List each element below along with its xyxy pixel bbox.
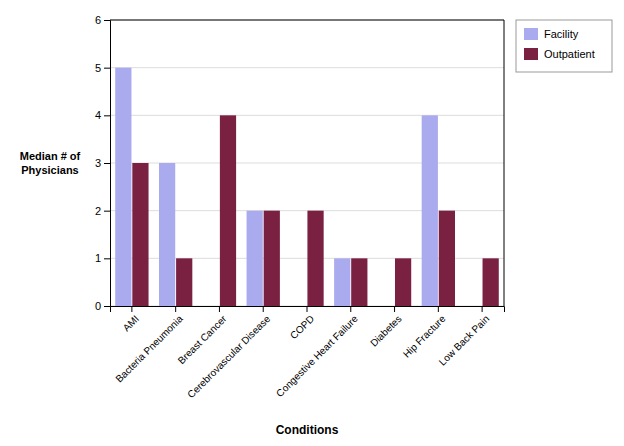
legend-item: Facility <box>524 28 579 40</box>
x-tick-label: AMI <box>121 313 141 333</box>
bar <box>439 211 455 306</box>
frame <box>504 20 505 306</box>
grid-line <box>110 67 504 68</box>
x-tick-label: Diabetes <box>368 313 404 349</box>
bar-series <box>115 68 438 306</box>
x-tick: Hip Fracture <box>401 306 448 360</box>
y-tick-mark <box>104 115 110 116</box>
bar <box>176 258 192 306</box>
y-tick: 0 <box>95 300 110 312</box>
grid-line <box>110 115 504 116</box>
legend-label: Facility <box>544 28 579 40</box>
legend-swatch <box>524 48 538 60</box>
grid-line <box>110 20 504 21</box>
y-tick-mark <box>104 20 110 21</box>
y-axis-line <box>104 21 111 307</box>
x-tick-label: Congestive Heart Failure <box>274 313 360 399</box>
grid <box>110 20 504 306</box>
bar-series <box>132 115 498 306</box>
y-tick: 6 <box>95 14 110 26</box>
y-tick-label: 6 <box>95 14 101 26</box>
bar <box>247 211 263 306</box>
x-axis: AMIBacteria PneumoniaBreast CancerCerebr… <box>111 306 505 400</box>
bar <box>203 306 219 307</box>
y-tick-label: 4 <box>95 109 101 121</box>
y-tick: 1 <box>95 252 110 264</box>
bar <box>264 211 280 306</box>
bar <box>422 115 438 306</box>
legend-frame <box>516 20 612 72</box>
legend: Facility Outpatient <box>516 20 612 72</box>
x-tick-mark <box>175 306 176 312</box>
x-tick-label: Low Back Pain <box>437 313 492 368</box>
y-tick: 3 <box>95 157 110 169</box>
bar <box>465 306 481 307</box>
x-tick-mark <box>219 306 220 312</box>
y-axis-title: Median # ofPhysicians <box>20 150 81 176</box>
x-tick-mark <box>131 306 132 312</box>
legend-item: Outpatient <box>524 48 595 60</box>
y-tick-label: 0 <box>95 300 101 312</box>
y-tick-mark <box>104 258 110 259</box>
y-tick-label: 3 <box>95 157 101 169</box>
x-tick-mark <box>263 306 264 312</box>
x-tick-label: COPD <box>288 313 316 341</box>
x-tick: Low Back Pain <box>437 306 492 368</box>
y-tick: 5 <box>95 62 110 74</box>
bar <box>483 258 499 306</box>
y-tick: 2 <box>95 205 110 217</box>
x-tick-mark <box>482 306 483 312</box>
bar <box>132 163 148 306</box>
x-tick: Bacteria Pneumonia <box>113 306 185 385</box>
bar <box>334 258 350 306</box>
x-tick: Cerebrovascular Disease <box>185 306 272 400</box>
legend-label: Outpatient <box>544 48 595 60</box>
y-tick: 4 <box>95 109 110 121</box>
x-tick-mark <box>438 306 439 312</box>
x-axis-line <box>111 307 505 313</box>
x-tick-mark <box>307 306 308 312</box>
bar <box>159 163 175 306</box>
bar <box>395 258 411 306</box>
bars <box>115 68 499 306</box>
chart: 0 1 2 3 4 5 6 AMIBacteria PneumoniaBreast Cance… <box>0 0 624 446</box>
bar <box>290 306 306 307</box>
legend-swatch <box>524 28 538 40</box>
x-tick: COPD <box>288 306 316 341</box>
y-tick-mark <box>104 68 110 69</box>
x-tick-mark <box>350 306 351 312</box>
frame <box>110 20 504 21</box>
x-tick-label: Hip Fracture <box>401 313 448 360</box>
x-tick-label: Bacteria Pneumonia <box>113 313 185 385</box>
x-tick: AMI <box>121 306 141 333</box>
bar <box>351 258 367 306</box>
bar <box>378 306 394 307</box>
y-axis: 0 1 2 3 4 5 6 <box>95 14 111 312</box>
plot: 0 1 2 3 4 5 6 AMIBacteria PneumoniaBreast Cance… <box>95 14 505 400</box>
bar <box>220 115 236 306</box>
x-axis-title: Conditions <box>276 423 339 437</box>
x-tick: Diabetes <box>368 306 404 349</box>
y-tick-label: 2 <box>95 205 101 217</box>
bar <box>115 68 131 306</box>
y-tick-mark <box>104 211 110 212</box>
x-tick-label: Cerebrovascular Disease <box>185 313 272 400</box>
x-tick-mark <box>394 306 395 312</box>
y-tick-mark <box>104 163 110 164</box>
y-tick-label: 5 <box>95 62 101 74</box>
y-tick-label: 1 <box>95 252 101 264</box>
y-tick-mark <box>104 306 110 307</box>
x-tick: Congestive Heart Failure <box>274 306 360 399</box>
bar <box>307 211 323 306</box>
